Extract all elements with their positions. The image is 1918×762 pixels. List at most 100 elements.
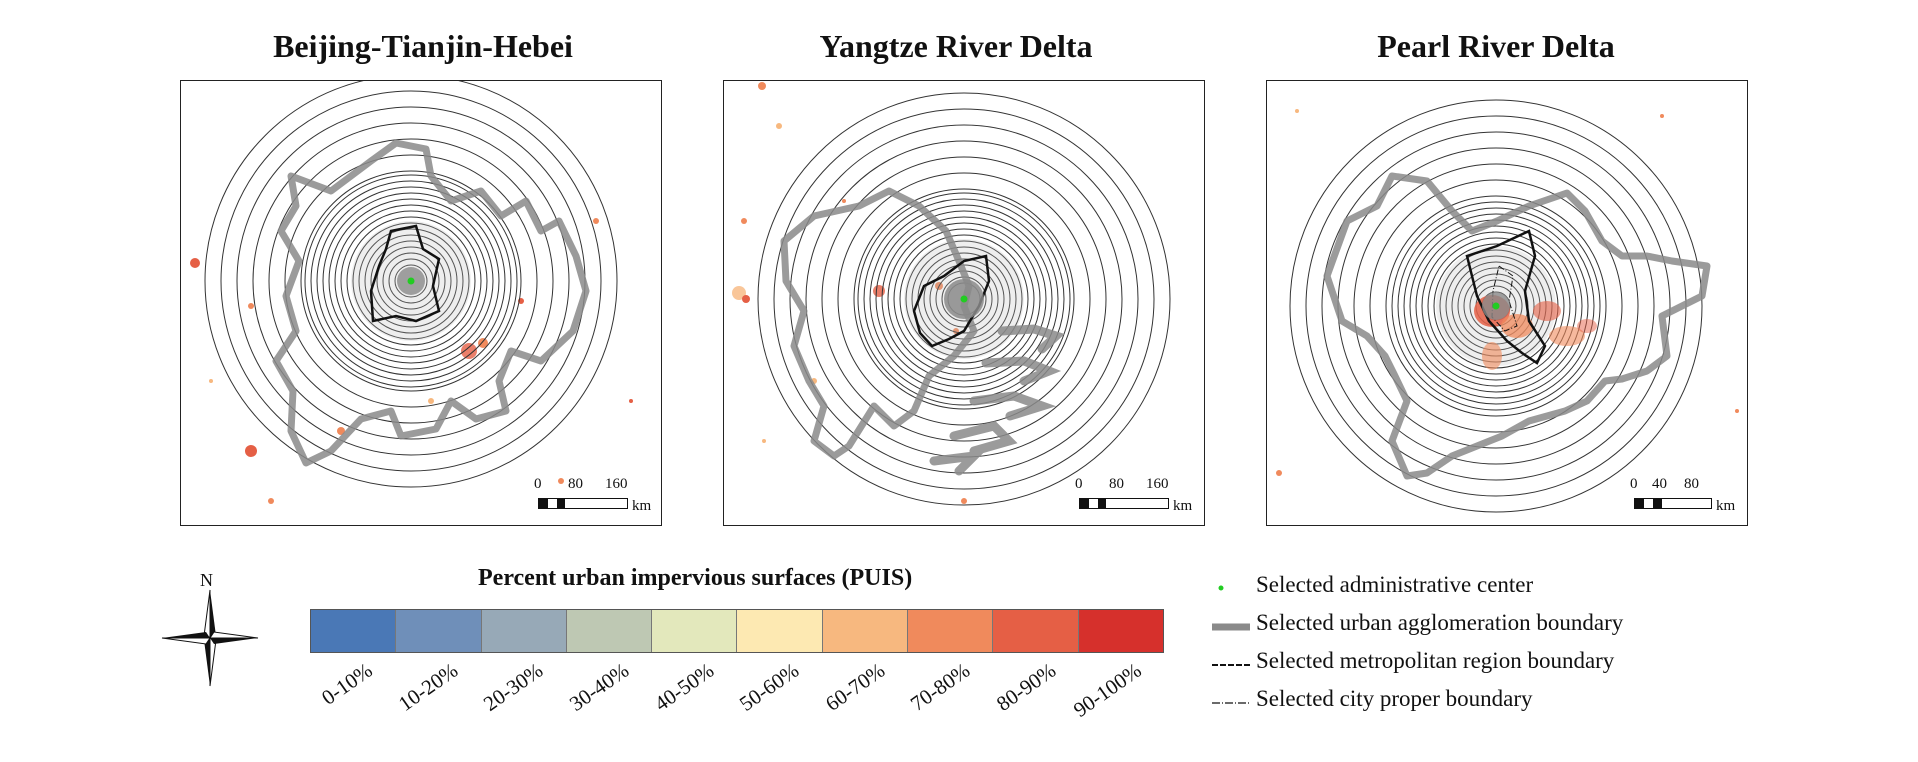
distance-ring xyxy=(1369,179,1623,433)
distance-ring xyxy=(1427,237,1565,375)
distance-ring xyxy=(853,188,1075,410)
metropolitan-boundary xyxy=(1465,229,1547,365)
metropolitan-boundary xyxy=(912,254,991,348)
center-dot-icon xyxy=(1218,585,1224,591)
scale-bar: 0 80 160 km xyxy=(534,476,658,516)
scale-unit: km xyxy=(632,498,652,514)
distance-ring xyxy=(789,124,1139,474)
metropolitan-boundary xyxy=(369,224,441,323)
legend-title: Percent urban impervious surfaces (PUIS) xyxy=(478,565,913,591)
distance-ring xyxy=(1469,279,1523,333)
distance-ring xyxy=(252,122,570,440)
legend-tick-label: 60-70% xyxy=(820,658,890,716)
distance-ring xyxy=(334,204,488,358)
distance-ring xyxy=(340,210,482,352)
metropolitan-line-icon xyxy=(1212,664,1250,666)
distance-ring xyxy=(1385,195,1607,417)
legend-swatch xyxy=(311,610,397,652)
legend-swatch xyxy=(737,610,823,652)
color-ramp xyxy=(310,609,1164,653)
legend-tick-label: 30-40% xyxy=(564,658,633,716)
distance-ring xyxy=(1321,131,1671,481)
urban-patches xyxy=(190,218,633,504)
map-bth xyxy=(190,81,633,504)
distance-ring xyxy=(821,156,1107,442)
map-panel-yrd: 0 80 160 km xyxy=(723,80,1205,526)
distance-ring xyxy=(310,180,512,382)
distance-ring xyxy=(1391,201,1601,411)
administrative-center xyxy=(960,295,968,303)
legend-swatch xyxy=(566,610,653,652)
distance-ring xyxy=(394,264,428,298)
agglomeration-line-icon xyxy=(1212,623,1250,631)
legend-label: Selected metropolitan region boundary xyxy=(1256,648,1615,673)
distance-ring xyxy=(875,210,1053,388)
distance-ring xyxy=(1353,163,1639,449)
distance-ring xyxy=(757,92,1171,506)
distance-ring xyxy=(300,170,522,392)
legend-swatch xyxy=(1078,610,1163,652)
legend-swatch xyxy=(908,610,994,652)
distance-ring xyxy=(220,90,602,472)
distance-ring xyxy=(304,174,518,388)
legend-tick-label: 20-30% xyxy=(479,658,548,716)
scale-bar: 0 40 80 km xyxy=(1630,476,1744,516)
legend-swatch xyxy=(652,610,738,652)
scale-tick-2: 80 xyxy=(1684,476,1699,492)
distance-ring xyxy=(869,204,1059,394)
distance-ring xyxy=(863,198,1065,400)
panel-title-yrd: Yangtze River Delta xyxy=(819,28,1093,64)
scale-tick-2: 160 xyxy=(1146,476,1169,492)
map-prd xyxy=(1276,99,1739,513)
legend-tick-label: 70-80% xyxy=(906,658,975,716)
legend-tick-label: 80-90% xyxy=(991,658,1060,716)
legend-tick-label: 40-50% xyxy=(650,658,719,716)
legend-tick-label: 0-10% xyxy=(317,658,377,710)
distance-ring xyxy=(1289,99,1703,513)
city-proper-line-icon xyxy=(1212,702,1250,704)
distance-ring xyxy=(1397,207,1595,405)
distance-ring xyxy=(837,172,1091,426)
coastal-agglomeration xyxy=(929,324,1065,476)
distance-ring xyxy=(358,228,464,334)
distance-ring xyxy=(376,246,446,316)
scale-unit: km xyxy=(1716,498,1736,514)
legend-label: Selected city proper boundary xyxy=(1256,686,1533,711)
scale-bar: 0 80 160 km xyxy=(1075,476,1199,516)
agglomeration-boundary xyxy=(780,187,978,460)
distance-ring xyxy=(346,216,476,346)
legend-swatch xyxy=(481,610,567,652)
urban-patches xyxy=(732,82,967,504)
scale-tick-1: 80 xyxy=(1109,476,1124,492)
distance-ring xyxy=(773,108,1155,490)
distance-ring xyxy=(905,240,1023,358)
distance-ring xyxy=(382,252,440,310)
distance-ring xyxy=(1415,225,1577,387)
scale-tick-0: 0 xyxy=(534,476,542,492)
legend-tick-label: 10-20% xyxy=(393,658,463,716)
administrative-center xyxy=(1492,302,1500,310)
distance-ring xyxy=(899,234,1029,364)
scale-tick-1: 40 xyxy=(1652,476,1667,492)
agglomeration-boundary xyxy=(1323,172,1711,480)
scale-tick-0: 0 xyxy=(1630,476,1638,492)
distance-ring xyxy=(364,234,458,328)
legend-label: Selected urban agglomeration boundary xyxy=(1256,610,1624,635)
north-label: N xyxy=(200,570,213,590)
scale-tick-1: 80 xyxy=(568,476,583,492)
scale-unit: km xyxy=(1173,498,1193,514)
compass-rose-icon xyxy=(161,589,259,687)
legend-swatch xyxy=(396,610,482,652)
distance-ring xyxy=(881,216,1047,382)
legend-swatch xyxy=(822,610,909,652)
scale-tick-2: 160 xyxy=(605,476,628,492)
distance-ring xyxy=(352,222,470,340)
legend-label: Selected administrative center xyxy=(1256,572,1534,597)
urban-patches xyxy=(1276,109,1739,476)
distance-ring xyxy=(268,138,554,424)
panel-title-prd: Pearl River Delta xyxy=(1377,28,1615,64)
legend-swatch xyxy=(993,610,1079,652)
distance-ring xyxy=(204,81,618,488)
distance-ring xyxy=(1421,231,1571,381)
map-yrd xyxy=(732,82,1171,506)
